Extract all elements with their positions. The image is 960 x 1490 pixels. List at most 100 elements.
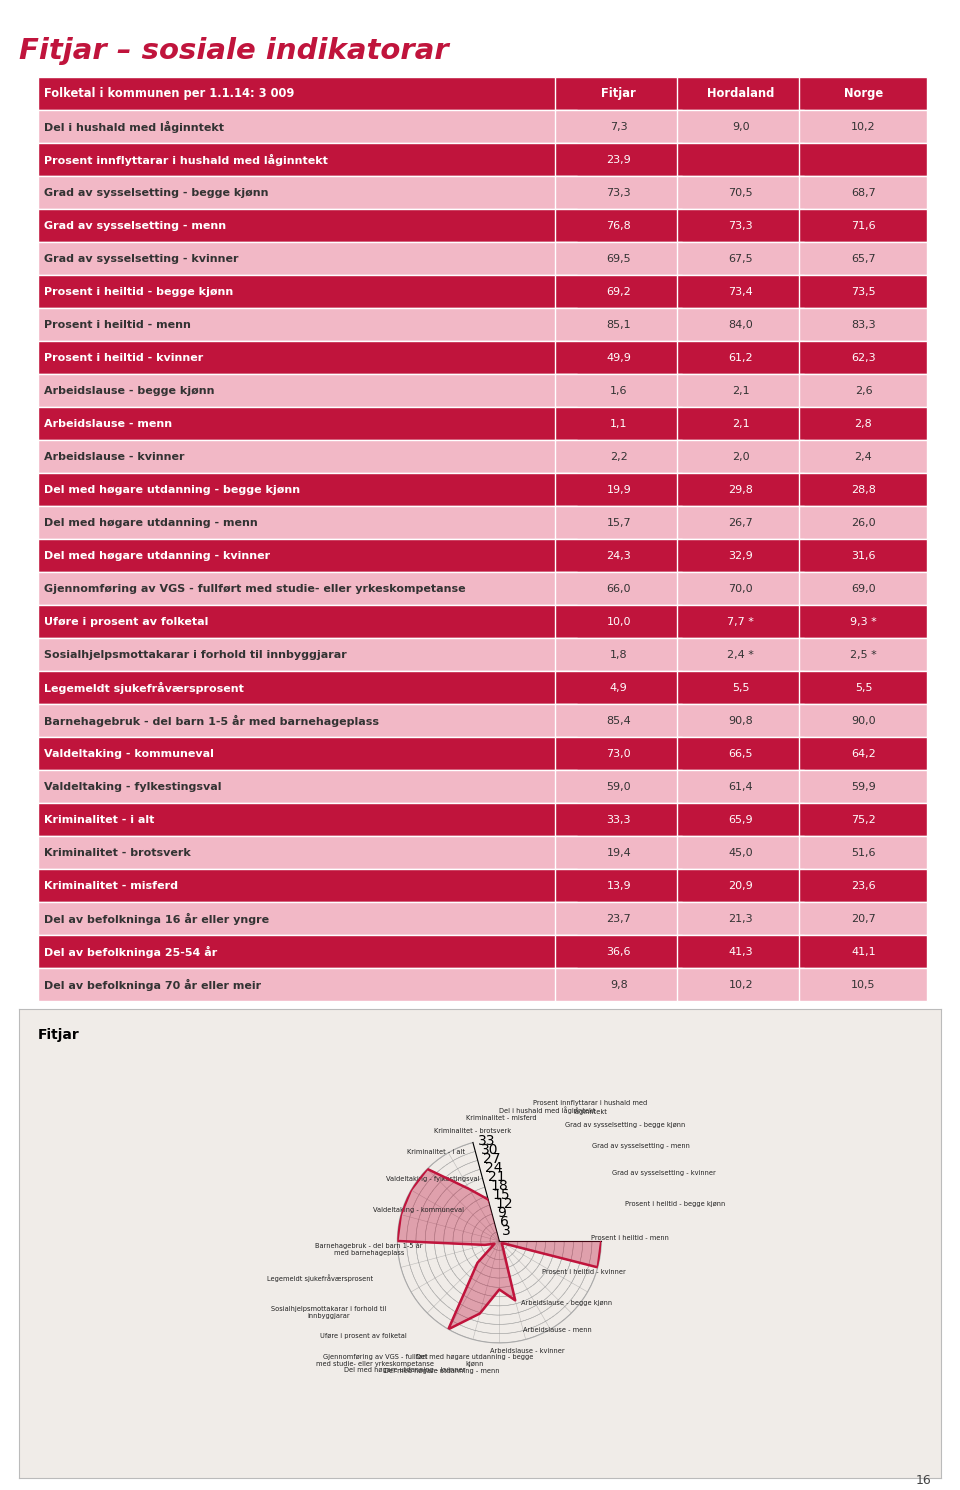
Text: Grad av sysselsetting - begge kjønn: Grad av sysselsetting - begge kjønn xyxy=(564,1122,684,1128)
Bar xyxy=(678,210,804,243)
Text: 10,2: 10,2 xyxy=(729,980,754,989)
Bar xyxy=(678,110,804,143)
Text: 61,4: 61,4 xyxy=(729,782,754,791)
Bar xyxy=(555,738,683,770)
Text: 20,9: 20,9 xyxy=(729,881,754,891)
Text: 2,8: 2,8 xyxy=(854,419,873,429)
Text: Barnehagebruk - del barn 1-5 år med barnehageplass: Barnehagebruk - del barn 1-5 år med barn… xyxy=(44,715,379,727)
Bar xyxy=(678,341,804,374)
Bar xyxy=(800,374,927,407)
Text: 7,3: 7,3 xyxy=(610,122,628,133)
Text: Fitjar: Fitjar xyxy=(601,88,636,100)
Bar xyxy=(678,539,804,572)
Bar xyxy=(678,936,804,968)
Text: Sosialhjelpsmottakarar i forhold til innbyggjarar: Sosialhjelpsmottakarar i forhold til inn… xyxy=(44,650,347,660)
Bar xyxy=(678,770,804,803)
Text: 1,1: 1,1 xyxy=(610,419,628,429)
Text: 13,9: 13,9 xyxy=(607,881,631,891)
Text: 2,0: 2,0 xyxy=(732,451,750,462)
Text: 69,5: 69,5 xyxy=(607,253,631,264)
Bar xyxy=(678,143,804,176)
Text: Del med høgare utdanning - menn: Del med høgare utdanning - menn xyxy=(44,519,258,527)
Bar xyxy=(37,374,577,407)
Bar xyxy=(37,936,577,968)
Text: Grad av sysselsetting - menn: Grad av sysselsetting - menn xyxy=(44,221,227,231)
Bar xyxy=(800,474,927,507)
Text: Hordaland: Hordaland xyxy=(708,88,775,100)
Bar xyxy=(800,407,927,441)
Bar xyxy=(37,441,577,474)
Text: Prosent innflyttarar i hushald med
låginntekt: Prosent innflyttarar i hushald med lågin… xyxy=(533,1100,647,1115)
Bar xyxy=(37,407,577,441)
Text: Legemeldt sjukefråværsprosent: Legemeldt sjukefråværsprosent xyxy=(44,682,244,694)
Text: Del med høgare utdanning - kvinner: Del med høgare utdanning - kvinner xyxy=(44,551,270,560)
Bar xyxy=(37,77,577,110)
Text: Del av befolkninga 16 år eller yngre: Del av befolkninga 16 år eller yngre xyxy=(44,913,269,925)
Text: Del i hushald med låginntekt: Del i hushald med låginntekt xyxy=(44,121,224,133)
Bar xyxy=(555,308,683,341)
Text: 85,1: 85,1 xyxy=(607,320,631,329)
Bar xyxy=(800,276,927,308)
Text: 10,0: 10,0 xyxy=(607,617,631,627)
Text: 59,9: 59,9 xyxy=(852,782,876,791)
Text: 2,1: 2,1 xyxy=(732,386,750,396)
Bar xyxy=(800,638,927,672)
Bar xyxy=(555,243,683,276)
Bar xyxy=(37,474,577,507)
Text: Del i hushald med låginntekt: Del i hushald med låginntekt xyxy=(499,1107,596,1115)
Bar xyxy=(555,77,683,110)
Bar xyxy=(37,572,577,605)
Bar xyxy=(555,705,683,738)
Bar xyxy=(37,770,577,803)
Bar xyxy=(555,441,683,474)
Bar xyxy=(800,903,927,936)
Text: Del av befolkninga 25-54 år: Del av befolkninga 25-54 år xyxy=(44,946,217,958)
Text: Prosent i heiltid - kvinner: Prosent i heiltid - kvinner xyxy=(541,1269,625,1275)
Text: Uføre i prosent av folketal: Uføre i prosent av folketal xyxy=(44,617,208,627)
Bar xyxy=(37,836,577,869)
Bar xyxy=(37,672,577,705)
Text: 29,8: 29,8 xyxy=(729,484,754,495)
Bar xyxy=(678,441,804,474)
Text: Valdeltaking - kommuneval: Valdeltaking - kommuneval xyxy=(44,749,214,758)
Bar xyxy=(800,308,927,341)
Bar xyxy=(678,276,804,308)
Bar xyxy=(678,407,804,441)
Text: Del med høgare utdanning - begge
kjønn: Del med høgare utdanning - begge kjønn xyxy=(416,1354,533,1366)
Text: 76,8: 76,8 xyxy=(607,221,631,231)
Bar xyxy=(800,836,927,869)
Bar xyxy=(555,276,683,308)
Bar xyxy=(678,572,804,605)
Bar xyxy=(678,77,804,110)
Text: 23,9: 23,9 xyxy=(607,155,631,165)
Bar xyxy=(555,672,683,705)
Bar xyxy=(555,936,683,968)
Bar xyxy=(37,276,577,308)
Bar xyxy=(678,738,804,770)
Bar xyxy=(555,210,683,243)
Bar xyxy=(800,672,927,705)
Text: 73,3: 73,3 xyxy=(729,221,754,231)
Text: Kriminalitet - i alt: Kriminalitet - i alt xyxy=(407,1149,465,1155)
Bar xyxy=(555,770,683,803)
Bar xyxy=(678,243,804,276)
Bar xyxy=(37,507,577,539)
Text: Fitjar – sosiale indikatorar: Fitjar – sosiale indikatorar xyxy=(19,37,449,64)
Text: 85,4: 85,4 xyxy=(607,715,631,726)
Text: Valdeltaking - fylkestingsval: Valdeltaking - fylkestingsval xyxy=(44,782,222,791)
Bar xyxy=(555,638,683,672)
Text: Prosent innflyttarar i hushald med låginntekt: Prosent innflyttarar i hushald med lågin… xyxy=(44,153,328,165)
Bar xyxy=(800,441,927,474)
Text: Arbeidslause - kvinner: Arbeidslause - kvinner xyxy=(490,1348,564,1354)
Text: 26,0: 26,0 xyxy=(852,519,876,527)
Bar xyxy=(678,605,804,638)
Text: Folketal i kommunen per 1.1.14: 3 009: Folketal i kommunen per 1.1.14: 3 009 xyxy=(44,88,295,100)
Bar xyxy=(800,738,927,770)
Text: 33,3: 33,3 xyxy=(607,815,631,825)
Text: 9,0: 9,0 xyxy=(732,122,750,133)
Bar xyxy=(800,803,927,836)
Bar xyxy=(800,143,927,176)
Text: Valdeltaking - kommuneval: Valdeltaking - kommuneval xyxy=(373,1207,465,1213)
Bar xyxy=(800,507,927,539)
Bar xyxy=(678,638,804,672)
